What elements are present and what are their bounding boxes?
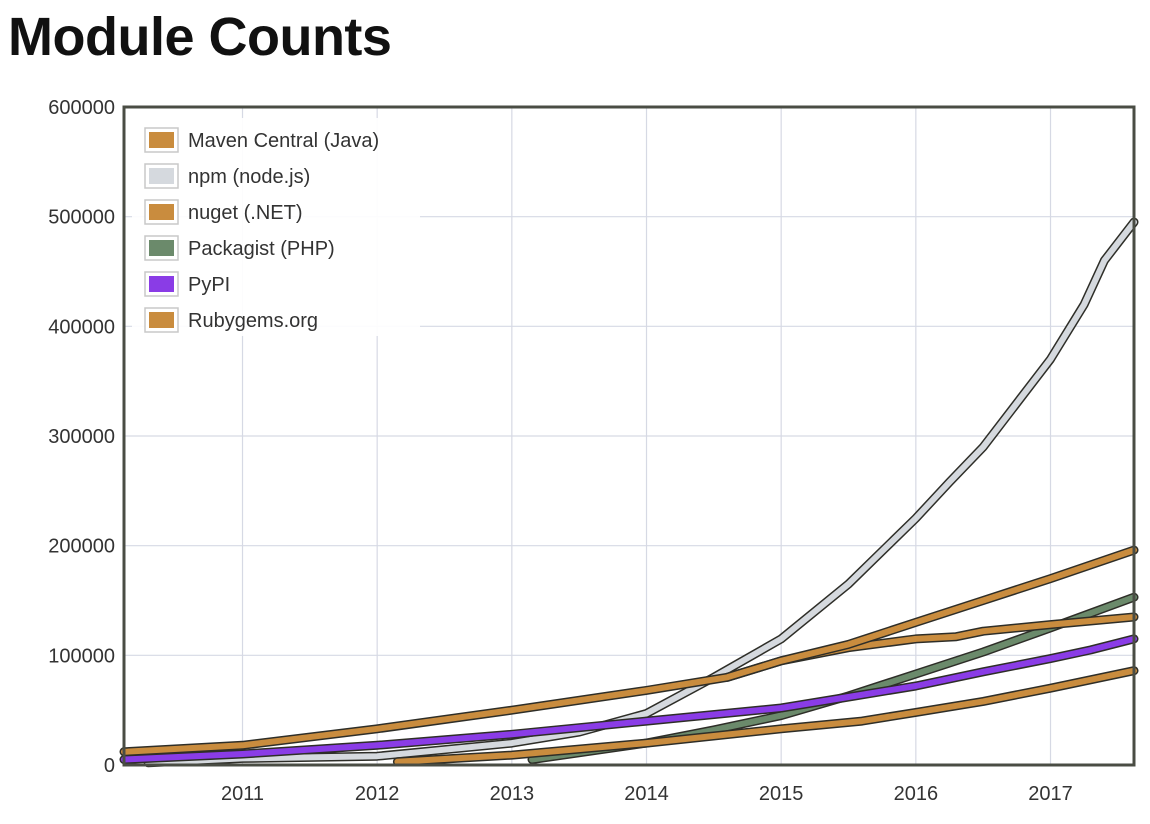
legend-item: nuget (.NET)	[144, 199, 302, 225]
y-tick-label: 100000	[48, 645, 115, 667]
series-line	[121, 635, 1137, 763]
x-tick-label: 2015	[759, 783, 804, 805]
y-tick-label: 200000	[48, 536, 115, 558]
x-tick-label: 2017	[1028, 783, 1073, 805]
plot-frame	[122, 105, 1136, 767]
series-layer	[119, 217, 1139, 768]
y-tick-label: 400000	[48, 316, 115, 338]
legend-label: nuget (.NET)	[188, 202, 302, 224]
series-line	[145, 219, 1137, 766]
legend-item: Packagist (PHP)	[144, 235, 335, 261]
x-tick-label: 2011	[221, 783, 264, 805]
legend-background	[132, 118, 420, 336]
page-title: Module Counts	[8, 7, 392, 67]
legend-item: PyPI	[144, 271, 230, 297]
legend-swatch	[149, 240, 174, 256]
x-tick-label: 2014	[624, 783, 669, 805]
legend-label: Packagist (PHP)	[188, 238, 335, 260]
legend-swatch	[149, 132, 174, 148]
legend-swatch	[149, 204, 174, 220]
y-tick-label: 500000	[48, 207, 115, 229]
series-line	[121, 547, 1137, 755]
x-tick-label: 2012	[355, 783, 400, 805]
legend-item: Maven Central (Java)	[144, 127, 379, 153]
y-tick-label: 600000	[48, 97, 115, 119]
legend-label: Rubygems.org	[188, 310, 318, 332]
legend-label: npm (node.js)	[188, 166, 310, 188]
x-tick-label: 2013	[490, 783, 535, 805]
legend-item: Rubygems.org	[144, 307, 318, 333]
series-line	[394, 667, 1137, 765]
legend-swatch	[149, 312, 174, 328]
legend-label: PyPI	[188, 274, 230, 296]
y-tick-label: 0	[104, 755, 115, 777]
y-tick-label: 300000	[48, 426, 115, 448]
legend-swatch	[149, 168, 174, 184]
legend-swatch	[149, 276, 174, 292]
legend-label: Maven Central (Java)	[188, 130, 379, 152]
axis-ticks: 2011 2012 2013 2014 2015 2016 2017 0 100000 20000…	[48, 97, 1073, 805]
legend-item: npm (node.js)	[144, 163, 310, 189]
x-tick-label: 2016	[894, 783, 939, 805]
legend: Maven Central (Java) npm (node.js) nuget (…	[132, 118, 420, 336]
